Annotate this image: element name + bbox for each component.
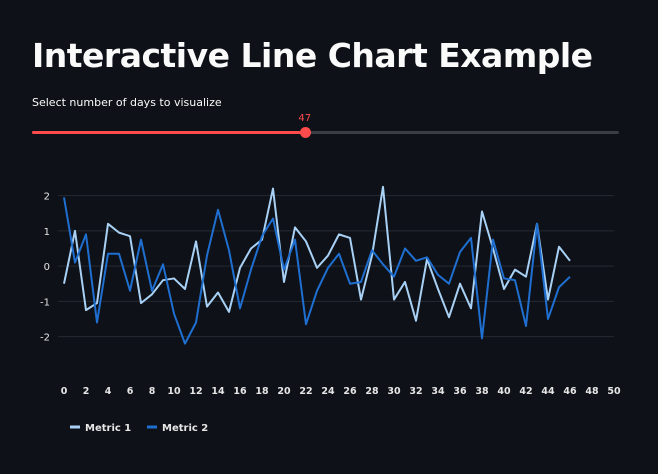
y-tick-label: 2 [44, 192, 50, 203]
x-tick-label: 42 [519, 386, 532, 397]
x-tick-label: 2 [83, 386, 90, 397]
y-tick-label: 0 [44, 262, 50, 273]
x-tick-label: 44 [541, 386, 555, 397]
x-tick-label: 26 [343, 386, 357, 397]
x-tick-label: 50 [607, 386, 621, 397]
slider-label: Select number of days to visualize [32, 96, 222, 109]
x-tick-label: 30 [387, 386, 401, 397]
x-tick-label: 4 [105, 386, 112, 397]
y-tick-label: 1 [44, 227, 50, 238]
page-title: Interactive Line Chart Example [32, 36, 593, 75]
x-tick-label: 8 [149, 386, 156, 397]
x-tick-label: 48 [585, 386, 599, 397]
chart-series[interactable] [62, 185, 571, 345]
chart-legend[interactable]: Metric 1 Metric 2 [70, 423, 208, 434]
slider-value: 47 [298, 113, 312, 124]
x-tick-label: 24 [321, 386, 335, 397]
chart-grid [58, 195, 614, 338]
x-tick-label: 46 [563, 386, 577, 397]
x-axis: 0 2 4 6 8 10 12 14 16 18 20 22 24 26 28 30 32 34 36 38 40 42 4… [61, 386, 621, 397]
y-axis: -2 -1 0 1 2 [40, 192, 50, 344]
legend-item-2[interactable]: Metric 2 [147, 423, 208, 434]
legend-item-1[interactable]: Metric 1 [70, 423, 131, 434]
slider-track[interactable] [32, 131, 619, 134]
y-tick-label: -2 [40, 333, 50, 344]
x-tick-label: 32 [409, 386, 422, 397]
x-tick-label: 34 [431, 386, 445, 397]
line-chart[interactable]: 0 2 4 6 8 10 12 14 16 18 20 22 24 26 28 30 32 34 36 38 40 42 4… [0, 170, 658, 440]
x-tick-label: 10 [167, 386, 181, 397]
series-line-2[interactable] [63, 197, 571, 345]
legend-label: Metric 1 [85, 423, 131, 434]
x-tick-label: 14 [211, 386, 225, 397]
x-tick-label: 40 [497, 386, 511, 397]
days-slider[interactable]: 47 [32, 112, 619, 152]
x-tick-label: 12 [189, 386, 202, 397]
legend-label: Metric 2 [162, 423, 208, 434]
x-tick-label: 20 [277, 386, 291, 397]
series-line-1[interactable] [63, 185, 571, 322]
x-tick-label: 18 [255, 386, 269, 397]
x-tick-label: 6 [127, 386, 134, 397]
x-tick-label: 22 [299, 386, 312, 397]
x-tick-label: 0 [61, 386, 68, 397]
slider-fill [32, 131, 305, 134]
x-tick-label: 36 [453, 386, 467, 397]
x-tick-label: 38 [475, 386, 489, 397]
x-tick-label: 28 [365, 386, 379, 397]
slider-thumb[interactable] [299, 127, 311, 138]
x-tick-label: 16 [233, 386, 247, 397]
y-tick-label: -1 [40, 297, 50, 308]
